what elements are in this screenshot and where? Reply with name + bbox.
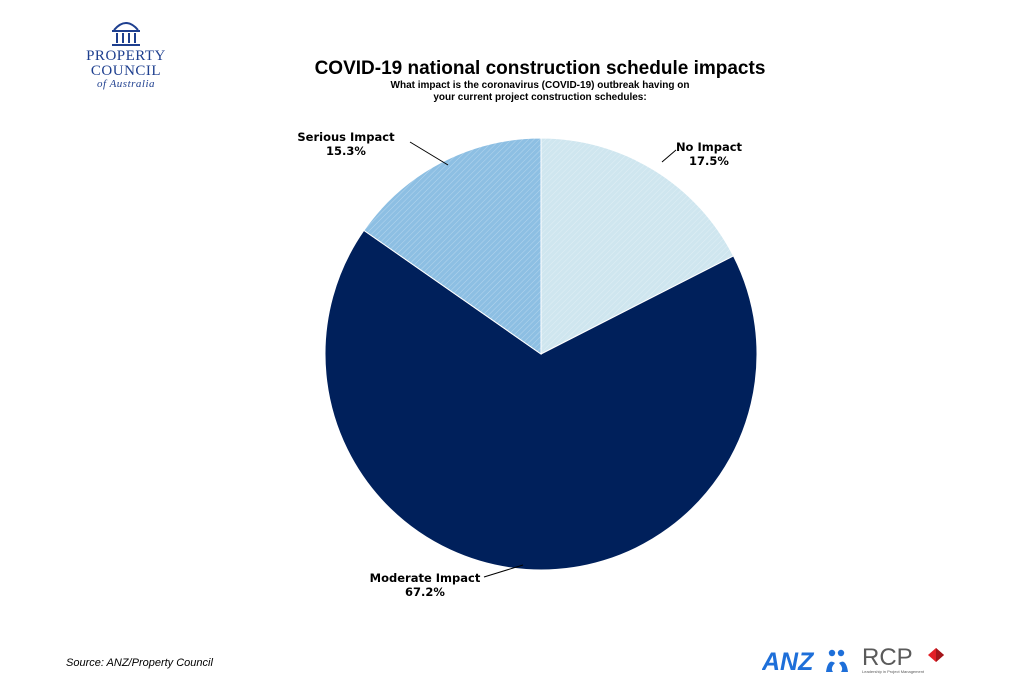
rcp-tagline: Leadership in Project Management xyxy=(862,669,925,674)
chart-subtitle-line2: your current project construction schedu… xyxy=(433,92,647,103)
anz-wordmark: ANZ xyxy=(762,648,815,674)
rcp-wordmark: RCP xyxy=(862,644,913,671)
rcp-diamond-icon xyxy=(928,648,944,662)
logo-wordmark-line1: PROPERTY xyxy=(86,48,166,64)
leader-line-moderate-impact xyxy=(483,564,524,578)
leader-line-no-impact xyxy=(661,149,677,163)
building-icon xyxy=(112,22,140,46)
chart-title: COVID-19 national construction schedule … xyxy=(314,58,766,79)
pie-slice-texture-no-impact xyxy=(541,138,734,354)
pie-slice-moderate-impact xyxy=(324,229,758,571)
slice-label-no-impact: No Impact xyxy=(676,140,743,154)
slice-label-moderate-impact: Moderate Impact xyxy=(370,571,481,585)
source-note: Source: ANZ/Property Council xyxy=(66,657,213,669)
chart-subtitle-line1: What impact is the coronavirus (COVID-19… xyxy=(390,80,690,91)
slice-value-serious-impact: 15.3% xyxy=(326,144,366,158)
logo-wordmark-line2: COUNCIL xyxy=(90,63,162,79)
pie-slice-texture-serious-impact xyxy=(363,138,541,354)
anz-logo: ANZ xyxy=(762,648,848,674)
logo-wordmark-line3: of Australia xyxy=(96,78,156,90)
slice-value-moderate-impact: 67.2% xyxy=(405,585,445,599)
property-council-logo: PROPERTY COUNCIL of Australia xyxy=(62,14,190,94)
slice-label-serious-impact: Serious Impact xyxy=(297,130,395,144)
slice-value-no-impact: 17.5% xyxy=(689,154,729,168)
anz-people-icon xyxy=(826,649,848,672)
chart-subtitle: What impact is the coronavirus (COVID-19… xyxy=(250,80,830,104)
rcp-logo: RCP Leadership in Project Management xyxy=(862,644,944,674)
leader-line-serious-impact xyxy=(409,141,449,166)
chart-header: COVID-19 national construction schedule … xyxy=(250,58,830,104)
